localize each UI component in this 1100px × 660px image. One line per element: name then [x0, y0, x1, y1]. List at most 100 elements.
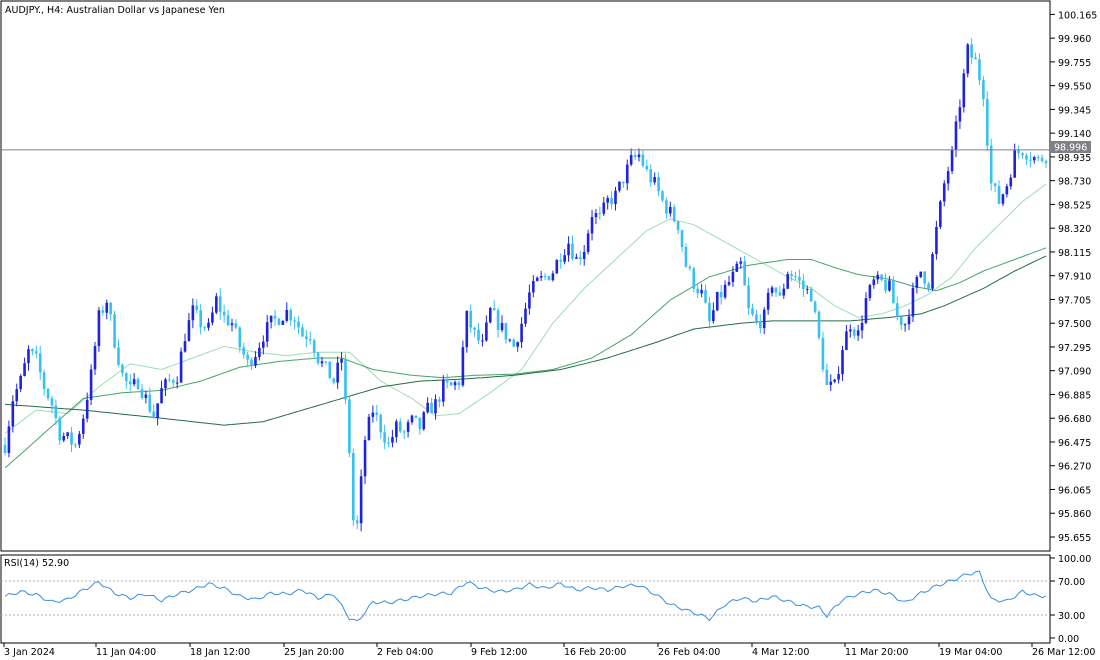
candle: [140, 384, 144, 400]
candle: [974, 52, 977, 60]
candle: [1032, 155, 1036, 164]
candle: [481, 334, 484, 347]
candle: [856, 324, 860, 341]
candle: [128, 374, 132, 392]
candle: [997, 180, 1001, 205]
candle: [46, 387, 50, 401]
candle: [250, 357, 253, 371]
candle: [438, 396, 441, 408]
candle: [970, 38, 973, 64]
candle: [563, 249, 566, 265]
candle: [610, 191, 613, 210]
candle: [93, 342, 97, 376]
candle: [978, 53, 981, 85]
candle: [680, 229, 684, 253]
candle: [982, 75, 985, 107]
candle: [504, 322, 508, 344]
candle: [352, 448, 355, 527]
candle: [246, 351, 249, 366]
candle: [598, 206, 602, 220]
candle: [958, 99, 962, 129]
time-tick-label: 2 Feb 04:00: [377, 647, 433, 658]
candle: [657, 172, 660, 197]
candle: [661, 189, 664, 203]
candle: [488, 306, 492, 324]
candle: [578, 251, 582, 266]
candle: [144, 390, 148, 404]
candle: [966, 42, 970, 78]
candle: [665, 197, 668, 219]
candle: [74, 443, 77, 448]
current-price-tag: 98.996: [1051, 141, 1091, 154]
candle: [727, 275, 731, 287]
candle: [496, 307, 500, 338]
price-tick-label: 98.730: [1058, 177, 1091, 188]
candle: [751, 303, 754, 317]
candle: [70, 427, 73, 452]
candle: [1009, 174, 1013, 190]
candle: [418, 417, 422, 435]
candle: [567, 236, 570, 262]
candle: [786, 271, 790, 290]
rsi-tick-70: 70.00: [1058, 577, 1085, 588]
rsi-tick-100: 100.00: [1058, 554, 1091, 565]
candle: [398, 418, 402, 433]
time-tick-label: 11 Jan 04:00: [96, 647, 156, 658]
candle: [888, 275, 891, 292]
time-tick-label: 3 Jan 2024: [4, 647, 55, 658]
candle: [152, 404, 156, 419]
candle: [277, 317, 281, 326]
candle: [383, 424, 386, 450]
candle: [101, 305, 105, 316]
candle: [230, 318, 234, 332]
candle: [445, 373, 449, 389]
candle: [770, 285, 774, 297]
candle: [293, 316, 296, 330]
price-tick-label: 97.090: [1058, 367, 1091, 378]
rsi-series-line: [4, 570, 1047, 622]
candle: [7, 420, 11, 458]
symbol-label: AUDJPY.: [5, 5, 41, 16]
candle: [747, 277, 750, 316]
candle: [492, 300, 496, 311]
price-tick-label: 95.655: [1058, 533, 1091, 544]
candle: [653, 172, 656, 185]
candle: [148, 387, 152, 414]
candle: [805, 285, 809, 295]
candle: [829, 374, 833, 392]
candle: [993, 182, 997, 193]
price-pane[interactable]: [0, 0, 1051, 552]
candle: [136, 377, 140, 390]
candle: [903, 323, 907, 332]
candle: [238, 326, 242, 353]
candle: [375, 404, 379, 422]
candle: [1001, 193, 1005, 207]
time-tick-label: 26 Feb 04:00: [658, 647, 720, 658]
candle: [684, 243, 688, 268]
candle: [195, 299, 199, 314]
candle: [571, 235, 574, 261]
candle: [387, 436, 390, 448]
candle: [469, 304, 473, 333]
price-tick-label: 97.910: [1058, 272, 1091, 283]
candle: [164, 377, 167, 397]
candle: [215, 292, 218, 315]
candle: [50, 395, 54, 414]
candle: [1021, 152, 1024, 159]
candle: [66, 431, 69, 439]
candle: [606, 195, 609, 210]
candle: [860, 315, 864, 339]
candle: [35, 345, 38, 359]
candle: [81, 414, 85, 439]
chart-title: AUDJPY., H4: Australian Dollar vs Japane…: [5, 5, 225, 16]
rsi-pane[interactable]: [0, 554, 1051, 644]
candle: [641, 150, 645, 168]
candle: [410, 414, 414, 425]
candle: [1044, 159, 1048, 169]
candle: [78, 430, 81, 449]
candle: [719, 285, 723, 305]
candle: [207, 318, 210, 331]
candle: [156, 403, 159, 426]
candle: [465, 310, 469, 353]
